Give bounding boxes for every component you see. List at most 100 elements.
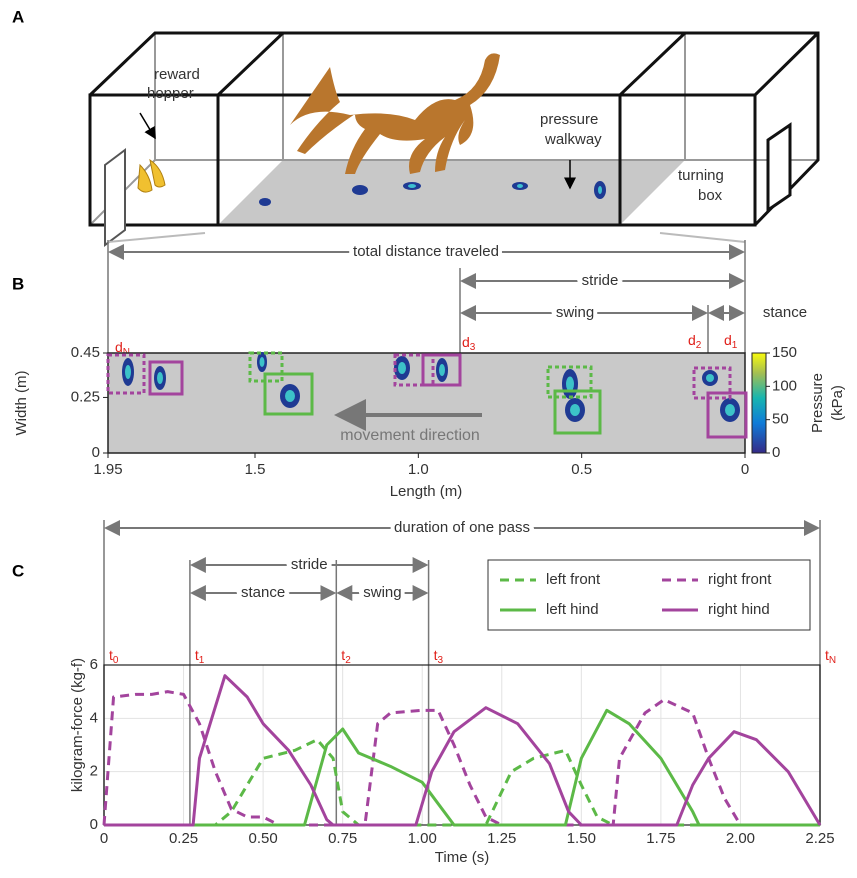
y-axis-label: kilogram-force (kg-f): [69, 658, 86, 792]
t-marker-base: t: [341, 647, 345, 663]
footprint-box: [553, 389, 602, 435]
t-marker-sub: 3: [437, 655, 443, 666]
t-marker: t1: [195, 647, 205, 666]
x-tick-label: 1.50: [567, 830, 596, 847]
colorbar-tick-label: 150: [772, 344, 797, 361]
x-tick-label: 0.75: [328, 830, 357, 847]
label-line: box: [698, 187, 723, 204]
t-marker: t2: [341, 647, 351, 666]
footprint-box: [706, 391, 748, 439]
footprint-box: [106, 353, 146, 395]
d-marker-base: d: [724, 332, 732, 348]
legend-box: [487, 559, 811, 631]
t-marker-sub: N: [829, 655, 836, 666]
footprint-box: [148, 360, 184, 396]
x-tick-label: 2.25: [805, 830, 834, 847]
annotation: swing: [363, 584, 401, 601]
y-axis-label: Width (m): [13, 371, 30, 436]
annotation: stance: [763, 304, 807, 321]
t-marker-base: t: [825, 647, 829, 663]
x-tick-label: 1.00: [408, 830, 437, 847]
d-marker-base: d: [115, 339, 123, 355]
t-marker: t0: [109, 647, 119, 666]
x-axis-label: Time (s): [435, 849, 489, 866]
x-tick-label: 0.50: [249, 830, 278, 847]
legend-label: right hind: [708, 601, 770, 618]
d-marker: d1: [724, 332, 738, 351]
y-tick-label: 2: [90, 763, 98, 780]
t-marker-sub: 1: [199, 655, 205, 666]
walkway-plot: [107, 352, 746, 454]
series-line: [104, 738, 820, 827]
label-line: pressure: [540, 111, 598, 128]
series-line: [104, 708, 820, 827]
d-marker-base: d: [688, 332, 696, 348]
colorbar: [751, 352, 767, 454]
d-marker-sub: N: [123, 347, 130, 358]
y-tick-label: 0: [90, 816, 98, 833]
colorbar-tick-label: 100: [772, 377, 797, 394]
annotation: stride: [582, 272, 619, 289]
legend-label: right front: [708, 571, 772, 588]
x-tick-label: 1.5: [245, 461, 266, 478]
d-marker: d2: [688, 332, 702, 351]
legend-label: left front: [546, 571, 601, 588]
t-marker-sub: 2: [345, 655, 351, 666]
colorbar-tick-label: 50: [772, 411, 789, 428]
footprint-box: [393, 353, 435, 387]
x-tick-label: 0: [100, 830, 108, 847]
footprint-core: [439, 364, 445, 376]
annotation: stance: [241, 584, 285, 601]
d-marker-sub: 1: [732, 340, 738, 351]
footprint-core: [259, 357, 265, 367]
footprint-core: [398, 362, 406, 374]
x-axis-label: Length (m): [390, 483, 463, 500]
annotation: total distance traveled: [353, 243, 499, 260]
y-tick-label: 4: [90, 709, 98, 726]
direction-label: movement direction: [340, 427, 480, 444]
label-line: reward: [154, 66, 200, 83]
y-tick-label: 0.25: [71, 388, 100, 405]
label-line: walkway: [544, 131, 602, 148]
footprint-box: [692, 366, 732, 400]
label-line: turning: [678, 167, 724, 184]
footprint-core: [725, 404, 735, 416]
footprint-box: [248, 351, 284, 383]
x-tick-label: 1.25: [487, 830, 516, 847]
t-marker-base: t: [195, 647, 199, 663]
annotation: duration of one pass: [394, 519, 530, 536]
panel-label: C: [12, 561, 24, 580]
x-tick-label: 1.0: [408, 461, 429, 478]
footprint-core: [285, 390, 295, 402]
footprint-box: [421, 353, 462, 387]
annotation: swing: [556, 304, 594, 321]
t-marker: t3: [434, 647, 444, 666]
annotation: stride: [291, 556, 328, 573]
label-line: hopper: [147, 85, 194, 102]
footprint-box: [263, 372, 314, 416]
series-line: [102, 690, 820, 827]
footprint-core: [570, 404, 580, 416]
t-marker-base: t: [434, 647, 438, 663]
footprint-core: [566, 376, 574, 392]
x-tick-label: 1.75: [646, 830, 675, 847]
d-marker: d3: [462, 334, 476, 353]
y-tick-label: 0: [92, 444, 100, 461]
legend-label: left hind: [546, 601, 599, 618]
panel-label: A: [12, 7, 24, 26]
t-marker-base: t: [109, 647, 113, 663]
x-tick-label: 1.95: [93, 461, 122, 478]
plot-frame: [103, 664, 821, 826]
panel-label: B: [12, 274, 24, 293]
x-tick-label: 2.00: [726, 830, 755, 847]
y-tick-label: 0.45: [71, 344, 100, 361]
footprint-core: [125, 365, 131, 379]
colorbar-tick-label: 0: [772, 444, 780, 461]
d-marker-base: d: [462, 334, 470, 350]
colorbar-label: (kPa): [829, 385, 846, 421]
t-marker-sub: 0: [113, 655, 119, 666]
walkway-illustration: [88, 31, 820, 247]
x-tick-label: 0.5: [571, 461, 592, 478]
y-tick-label: 6: [90, 656, 98, 673]
